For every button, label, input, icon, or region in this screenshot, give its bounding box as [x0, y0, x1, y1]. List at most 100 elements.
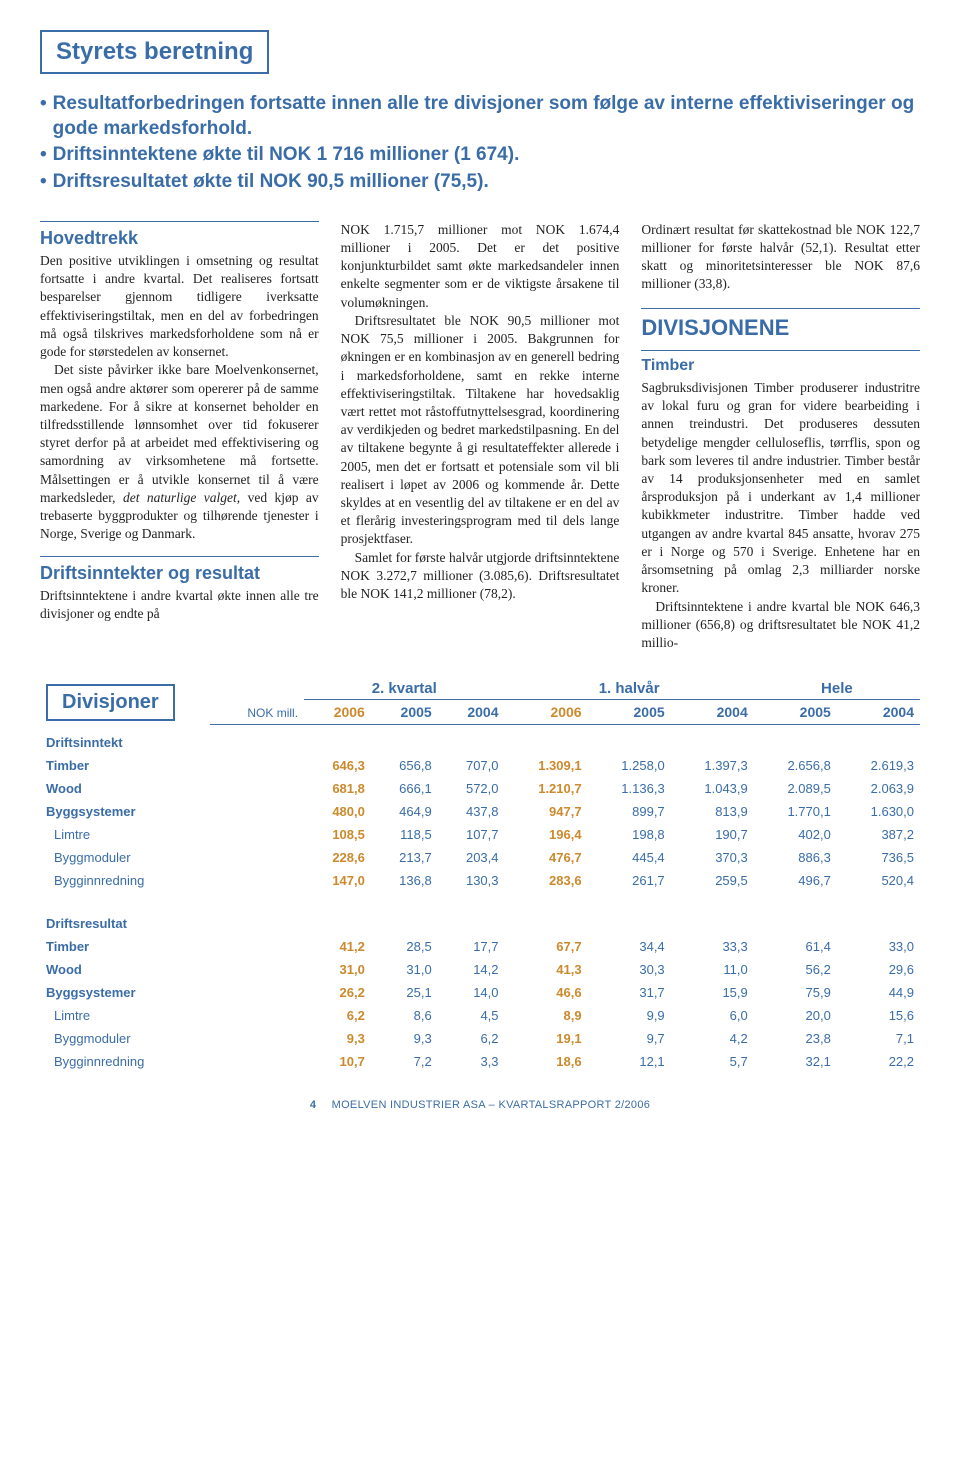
row-label: Byggmoduler: [40, 1027, 304, 1050]
cell: 1.043,9: [671, 777, 754, 800]
cell: 33,0: [837, 935, 920, 958]
cell: 118,5: [371, 823, 438, 846]
rule: [641, 350, 920, 351]
row-label: Byggsystemer: [40, 981, 304, 1004]
table-row: Byggmoduler228,6213,7203,4476,7445,4370,…: [40, 846, 920, 869]
section-heading-hovedtrekk: Hovedtrekk: [40, 226, 319, 250]
row-label: Byggsystemer: [40, 800, 304, 823]
divisions-table: Divisjoner NOK mill. 2. kvartal 1. halvå…: [40, 676, 920, 1073]
cell: 261,7: [588, 869, 671, 892]
cell: 283,6: [505, 869, 588, 892]
bullet-item: •Driftsinntektene økte til NOK 1 716 mil…: [40, 143, 920, 168]
cell: 61,4: [754, 935, 837, 958]
paragraph: NOK 1.715,7 millioner mot NOK 1.674,4 mi…: [341, 221, 620, 312]
cell: 9,9: [588, 1004, 671, 1027]
cell: 387,2: [837, 823, 920, 846]
cell: 947,7: [505, 800, 588, 823]
cell: 41,3: [505, 958, 588, 981]
cell: 2.063,9: [837, 777, 920, 800]
cell: 402,0: [754, 823, 837, 846]
table-row: Bygginnredning147,0136,8130,3283,6261,72…: [40, 869, 920, 892]
cell: 22,2: [837, 1050, 920, 1073]
table-row: Bygginnredning10,77,23,318,612,15,732,12…: [40, 1050, 920, 1073]
cell: 520,4: [837, 869, 920, 892]
cell: 107,7: [438, 823, 505, 846]
row-label: Timber: [40, 754, 304, 777]
paragraph: Samlet for første halvår utgjorde drifts…: [341, 549, 620, 604]
rule: [40, 221, 319, 222]
cell: 31,7: [588, 981, 671, 1004]
body-columns: Hovedtrekk Den positive utviklingen i om…: [40, 221, 920, 652]
cell: 6,2: [304, 1004, 371, 1027]
column-2: NOK 1.715,7 millioner mot NOK 1.674,4 mi…: [341, 221, 620, 652]
cell: 9,3: [304, 1027, 371, 1050]
bullet-item: •Driftsresultatet økte til NOK 90,5 mill…: [40, 170, 920, 195]
cell: 203,4: [438, 846, 505, 869]
table-row: Timber41,228,517,767,734,433,361,433,0: [40, 935, 920, 958]
cell: 15,9: [671, 981, 754, 1004]
year-head: 2006: [304, 700, 371, 725]
cell: 34,4: [588, 935, 671, 958]
table-corner: Divisjoner: [40, 676, 210, 725]
row-label: Limtre: [40, 823, 304, 846]
row-label: Bygginnredning: [40, 869, 304, 892]
cell: 15,6: [837, 1004, 920, 1027]
cell: 9,7: [588, 1027, 671, 1050]
cell: 31,0: [371, 958, 438, 981]
cell: 20,0: [754, 1004, 837, 1027]
cell: 666,1: [371, 777, 438, 800]
table-row: Byggmoduler9,39,36,219,19,74,223,87,1: [40, 1027, 920, 1050]
divisions-table-wrap: Divisjoner NOK mill. 2. kvartal 1. halvå…: [40, 676, 920, 1073]
cell: 41,2: [304, 935, 371, 958]
cell: 9,3: [371, 1027, 438, 1050]
divisions-box-label: Divisjoner: [46, 684, 175, 721]
cell: 6,2: [438, 1027, 505, 1050]
cell: 480,0: [304, 800, 371, 823]
row-label: Limtre: [40, 1004, 304, 1027]
period-head-q2: 2. kvartal: [304, 676, 504, 700]
cell: 6,0: [671, 1004, 754, 1027]
year-head: 2004: [671, 700, 754, 725]
cell: 886,3: [754, 846, 837, 869]
table-row: Wood681,8666,1572,01.210,71.136,31.043,9…: [40, 777, 920, 800]
cell: 370,3: [671, 846, 754, 869]
cell: 2.619,3: [837, 754, 920, 777]
cell: 5,7: [671, 1050, 754, 1073]
cell: 108,5: [304, 823, 371, 846]
year-head: 2005: [588, 700, 671, 725]
unit-label: NOK mill.: [210, 676, 304, 725]
year-head: 2005: [754, 700, 837, 725]
cell: 656,8: [371, 754, 438, 777]
cell: 4,5: [438, 1004, 505, 1027]
cell: 1.397,3: [671, 754, 754, 777]
bullet-text: Driftsinntektene økte til NOK 1 716 mill…: [53, 143, 520, 168]
cell: 8,9: [505, 1004, 588, 1027]
cell: 147,0: [304, 869, 371, 892]
cell: 14,2: [438, 958, 505, 981]
row-label: Wood: [40, 777, 304, 800]
cell: 736,5: [837, 846, 920, 869]
cell: 196,4: [505, 823, 588, 846]
cell: 646,3: [304, 754, 371, 777]
cell: 23,8: [754, 1027, 837, 1050]
bullet-item: •Resultatforbedringen fortsatte innen al…: [40, 92, 920, 141]
section-name: Driftsresultat: [40, 892, 920, 935]
cell: 681,8: [304, 777, 371, 800]
cell: 1.630,0: [837, 800, 920, 823]
cell: 445,4: [588, 846, 671, 869]
rule: [40, 556, 319, 557]
cell: 75,9: [754, 981, 837, 1004]
cell: 8,6: [371, 1004, 438, 1027]
title-box: Styrets beretning: [40, 30, 269, 74]
cell: 1.210,7: [505, 777, 588, 800]
cell: 136,8: [371, 869, 438, 892]
page-title: Styrets beretning: [56, 38, 253, 65]
cell: 32,1: [754, 1050, 837, 1073]
cell: 18,6: [505, 1050, 588, 1073]
cell: 1.309,1: [505, 754, 588, 777]
table-section-head: Driftsresultat: [40, 892, 920, 935]
cell: 7,2: [371, 1050, 438, 1073]
rule: [641, 308, 920, 309]
cell: 31,0: [304, 958, 371, 981]
paragraph: Ordinært resultat før skattekostnad ble …: [641, 221, 920, 294]
